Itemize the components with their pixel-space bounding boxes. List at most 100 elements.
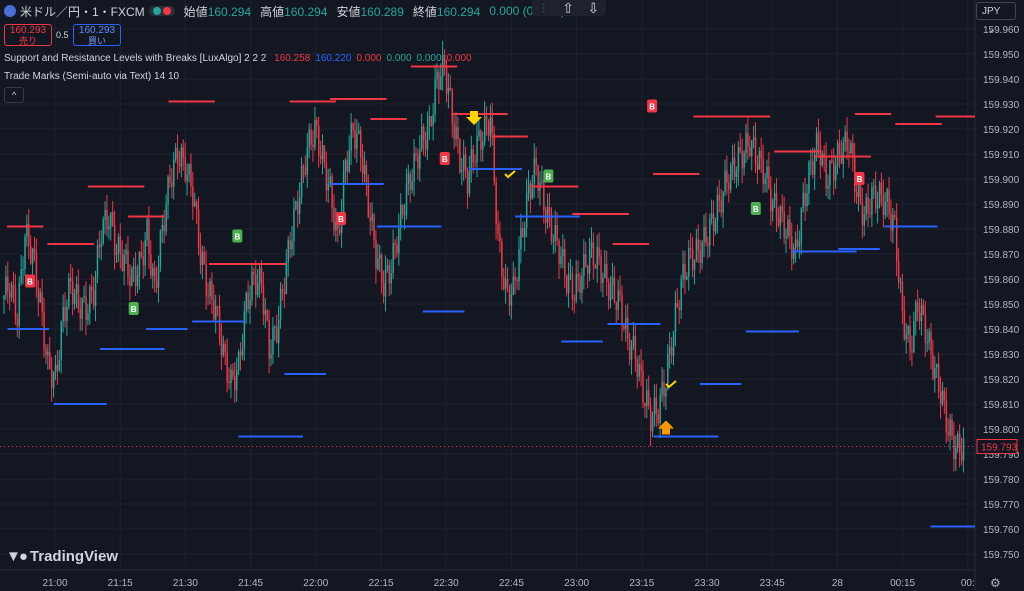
candle-body [646,390,648,405]
candle-body [411,182,413,190]
indicator-value: 160.220 [315,53,351,64]
candle-body [68,278,70,307]
y-tick-label: 159.900 [983,175,1020,186]
candle-body [576,274,578,300]
candle-body [196,202,198,210]
candle-body [553,241,555,242]
candle-body [406,184,408,215]
candle-body [770,189,772,212]
candle-body [87,313,89,320]
candle-body [598,247,600,256]
indicator-value: 0.000 [447,53,472,64]
drag-handle-icon[interactable]: ⋮ [539,3,549,14]
candle-body [494,133,496,182]
candle-body [7,277,9,292]
candle-body [204,252,206,265]
indicator-value: 0.000 [356,53,381,64]
candle-body [225,344,227,352]
candle-body [347,160,349,171]
candle-body [205,265,207,296]
candle-body [263,286,265,314]
candle-body [541,180,543,182]
candle-body [778,217,780,225]
indicator-sr-levels[interactable]: Support and Resistance Levels with Break… [4,53,472,64]
candle-body [152,268,154,276]
candle-body [350,123,352,150]
candle-body [173,159,175,186]
candle-body [200,247,202,265]
candle-body [877,204,879,209]
trade-mark-label: B [131,305,137,314]
settings-gear-icon[interactable]: ⚙ [990,576,1001,590]
candle-body [776,193,778,217]
candle-body [265,310,267,314]
candle-body [619,291,621,295]
candle-body [745,133,747,153]
candle-body [150,254,152,276]
candle-body [288,240,290,262]
symbol-title[interactable]: 米ドル／円・1・FXCM [20,3,145,20]
candle-body [492,117,494,133]
currency-select[interactable]: JPY ⌄ [976,2,1016,20]
candle-body [66,307,68,321]
x-tick-label: 00: [961,578,975,589]
candle-body [259,268,261,283]
candle-body [694,260,696,269]
candle-body [661,382,663,395]
candle-body [942,391,944,404]
arrow-up-icon[interactable]: ⇧ [562,0,574,17]
candle-body [526,193,528,228]
candle-body [156,281,158,288]
candle-body [890,214,892,230]
x-tick-label: 23:45 [760,578,785,589]
candle-body [856,192,858,197]
sell-label: 売り [5,36,51,46]
candle-body [40,292,42,302]
candle-body [959,434,961,453]
candle-body [747,133,749,147]
candle-body [366,165,368,182]
candle-body [688,248,690,277]
candle-body [604,264,606,278]
floating-toolbar[interactable]: ⋮ ⇧ ⇩ [532,0,606,16]
candle-body [581,276,583,293]
candle-body [9,292,11,298]
candle-body [635,336,637,359]
candle-body [709,219,711,246]
candle-body [179,164,181,166]
indicator-value: 0.000 [417,53,442,64]
candle-body [722,191,724,212]
market-status-badge[interactable] [149,6,175,16]
collapse-indicators-button[interactable]: ^ [4,87,24,103]
candle-body [308,129,310,147]
candle-body [627,318,629,339]
candle-body [822,154,824,165]
candle-body [690,248,692,249]
symbol-header[interactable]: 米ドル／円・1・FXCM 始値160.294 高値160.294 安値160.2… [4,2,565,20]
candle-body [486,116,488,121]
candle-body [213,299,215,319]
candle-body [61,322,63,360]
indicator-trade-marks[interactable]: Trade Marks (Semi-auto via Text) 14 10 [4,71,179,82]
arrow-down-icon[interactable]: ⇩ [587,0,599,17]
tradingview-logo-icon: ▼● [6,548,26,565]
candle-body [896,217,898,261]
candle-body [49,352,51,369]
candle-body [673,332,675,356]
candle-body [835,165,837,180]
candle-body [728,183,730,190]
candle-body [400,205,402,229]
candle-body [766,167,768,179]
candle-body [764,178,766,184]
sell-button[interactable]: 160.293 売り [4,24,52,46]
candle-body [333,207,335,230]
candle-body [497,224,499,234]
candle-body [305,168,307,174]
buy-button[interactable]: 160.293 買い [73,24,121,46]
candle-body [171,183,173,187]
candle-body [907,326,909,335]
candle-body [478,131,480,137]
candle-body [62,307,64,322]
candle-body [459,139,461,172]
